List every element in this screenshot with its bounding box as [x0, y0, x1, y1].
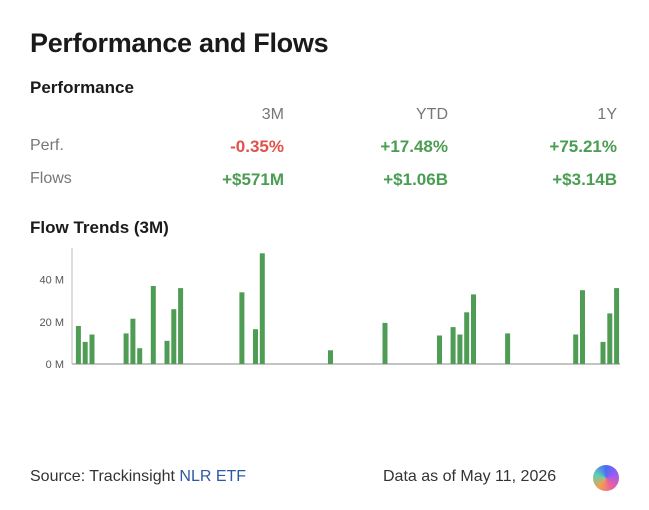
- trackinsight-logo-icon: [593, 465, 619, 491]
- flow-bar: [259, 253, 265, 364]
- perf-ytd-value: +17.48%: [380, 137, 448, 156]
- flow-bar: [382, 322, 388, 364]
- flow-bar: [130, 318, 136, 364]
- flows-ytd-value: +$1.06B: [383, 170, 448, 189]
- flow-bar: [137, 348, 143, 364]
- flow-bar: [614, 288, 620, 364]
- data-as-of: Data as of May 11, 2026: [383, 468, 557, 485]
- flow-bar: [253, 329, 258, 364]
- flow-bar: [600, 341, 606, 364]
- flow-bar: [82, 341, 88, 364]
- flow-bar: [464, 312, 470, 364]
- flow-bar: [573, 334, 579, 364]
- column-header-1y: 1Y: [597, 106, 617, 123]
- flow-bar: [505, 333, 511, 364]
- y-tick-label: 20 M: [40, 317, 64, 329]
- flow-bar: [450, 327, 456, 364]
- flow-bar: [164, 340, 170, 364]
- flow-bar: [580, 290, 585, 364]
- flow-bar: [457, 334, 463, 364]
- source-prefix: Source: Trackinsight: [30, 468, 180, 485]
- flow-bar: [75, 326, 81, 364]
- perf-1y-value: +75.21%: [549, 137, 617, 156]
- flow-bar: [171, 309, 177, 364]
- flows-1y-value: +$3.14B: [552, 170, 617, 189]
- flow-bar: [607, 313, 613, 364]
- flows-3m-value: +$571M: [222, 170, 284, 189]
- flow-bar: [150, 286, 156, 364]
- flow-bar: [89, 334, 95, 364]
- source-text: Source: Trackinsight NLR ETF: [30, 468, 246, 486]
- flow-bar: [239, 292, 245, 364]
- row-label-flows: Flows: [30, 170, 72, 187]
- flow-trends-label: Flow Trends (3M): [30, 218, 169, 237]
- flow-trends-chart: 0 M 20 M 40 M: [40, 248, 620, 371]
- y-tick-label: 40 M: [40, 275, 64, 287]
- flow-bar: [123, 333, 129, 364]
- perf-3m-value: -0.35%: [230, 137, 284, 156]
- flow-bar: [437, 335, 442, 364]
- performance-section-label: Performance: [30, 78, 134, 97]
- flow-bar: [178, 288, 184, 364]
- y-tick-label: 0 M: [46, 359, 64, 371]
- flow-bar: [328, 350, 333, 364]
- row-label-perf: Perf.: [30, 137, 64, 154]
- column-header-3m: 3M: [261, 106, 284, 123]
- column-header-ytd: YTD: [416, 106, 448, 123]
- source-link[interactable]: NLR ETF: [179, 468, 247, 485]
- page-title: Performance and Flows: [30, 28, 329, 58]
- flow-bar: [471, 294, 476, 364]
